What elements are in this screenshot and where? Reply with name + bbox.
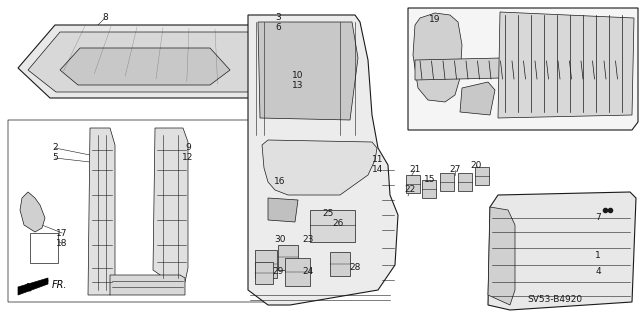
Bar	[30, 233, 58, 263]
Text: 22: 22	[404, 186, 415, 195]
Bar	[440, 173, 454, 191]
Bar	[255, 262, 273, 284]
Polygon shape	[488, 207, 515, 305]
Text: 12: 12	[182, 153, 194, 162]
Polygon shape	[28, 32, 265, 92]
Text: 2: 2	[52, 144, 58, 152]
Text: 17: 17	[56, 228, 68, 238]
Text: 6: 6	[275, 24, 281, 33]
Polygon shape	[488, 192, 636, 310]
Bar	[475, 167, 489, 185]
Text: 9: 9	[185, 144, 191, 152]
Text: 24: 24	[302, 268, 314, 277]
Polygon shape	[262, 140, 377, 195]
Bar	[406, 175, 420, 193]
Text: 14: 14	[372, 166, 384, 174]
Bar	[330, 252, 350, 276]
Polygon shape	[60, 48, 230, 85]
Text: 11: 11	[372, 155, 384, 165]
Text: 4: 4	[595, 268, 601, 277]
Bar	[458, 173, 472, 191]
Text: 10: 10	[292, 70, 304, 79]
Text: 21: 21	[410, 166, 420, 174]
Polygon shape	[413, 13, 462, 102]
Text: 7: 7	[595, 213, 601, 222]
Text: FR.: FR.	[52, 280, 67, 290]
Text: 5: 5	[52, 153, 58, 162]
Polygon shape	[18, 25, 275, 98]
Text: 8: 8	[102, 13, 108, 23]
Text: 18: 18	[56, 239, 68, 248]
Polygon shape	[408, 8, 638, 130]
Text: 30: 30	[275, 235, 285, 244]
Text: 26: 26	[332, 219, 344, 227]
Bar	[422, 180, 436, 198]
Bar	[285, 258, 310, 286]
Text: 28: 28	[349, 263, 361, 272]
Polygon shape	[110, 275, 185, 295]
Polygon shape	[88, 128, 115, 295]
Text: 23: 23	[302, 235, 314, 244]
Text: 29: 29	[272, 268, 284, 277]
Bar	[255, 250, 277, 278]
Bar	[278, 245, 298, 270]
Polygon shape	[268, 198, 298, 222]
Text: 16: 16	[275, 177, 285, 187]
Text: 1: 1	[595, 250, 601, 259]
Text: SV53-B4920: SV53-B4920	[527, 295, 582, 305]
Text: 25: 25	[323, 209, 333, 218]
Text: 19: 19	[429, 16, 441, 25]
Text: 3: 3	[275, 13, 281, 23]
Text: 20: 20	[470, 160, 482, 169]
Polygon shape	[248, 15, 398, 305]
Polygon shape	[20, 192, 45, 232]
Polygon shape	[153, 128, 188, 282]
Text: 15: 15	[424, 175, 436, 184]
Polygon shape	[258, 22, 358, 120]
Text: 13: 13	[292, 80, 304, 90]
Polygon shape	[18, 278, 48, 295]
Polygon shape	[498, 12, 634, 118]
Polygon shape	[415, 55, 630, 80]
Bar	[310, 210, 355, 242]
Text: 27: 27	[449, 166, 461, 174]
Polygon shape	[460, 82, 495, 115]
